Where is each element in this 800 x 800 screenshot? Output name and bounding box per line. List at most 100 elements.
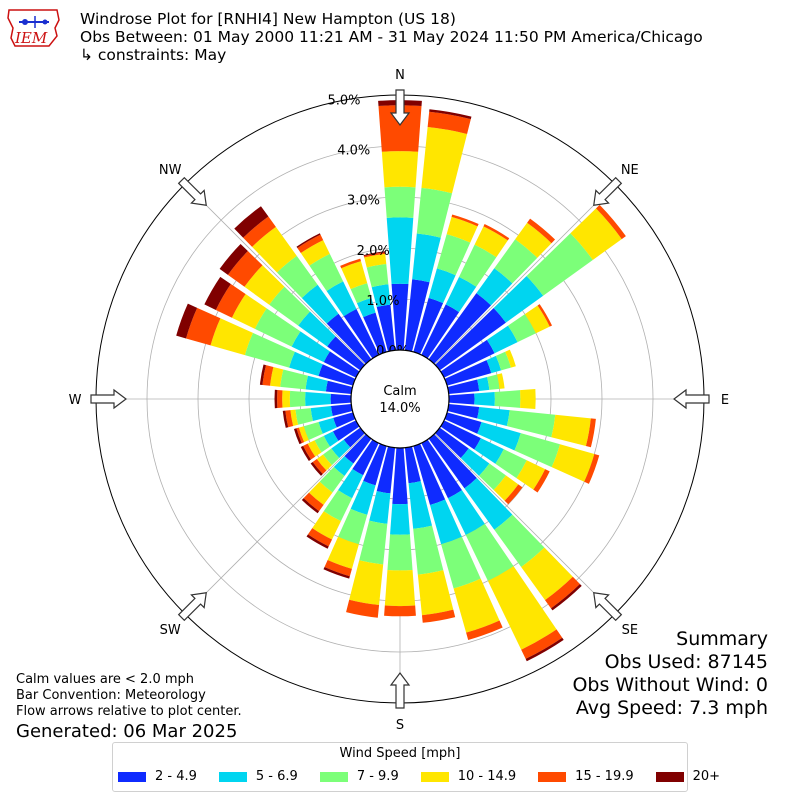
windrose-bar-segment [293, 428, 302, 445]
windrose-bar-segment [428, 293, 492, 364]
legend-swatch [118, 771, 146, 782]
windrose-bar-segment [204, 276, 231, 310]
windrose-bar-segment [344, 434, 372, 464]
windrose-bar-segment [391, 283, 409, 351]
grid-spoke [434, 433, 616, 615]
windrose-bar-segment [215, 284, 246, 318]
legend-label: 15 - 19.9 [575, 769, 634, 784]
windrose-bar-segment [495, 449, 527, 479]
windrose-bar-segment [231, 294, 267, 329]
calm-value: 14.0% [379, 401, 420, 416]
windrose-bar-segment [440, 339, 495, 378]
legend-label: 20+ [692, 769, 721, 784]
windrose-bar-segment [404, 279, 430, 352]
windrose-bar-segment [533, 469, 550, 493]
generated-date: Generated: 06 Mar 2025 [16, 721, 238, 742]
windrose-bar-segment [413, 297, 444, 355]
windrose-bar-segment [303, 443, 316, 460]
windrose-bar-segment [447, 403, 480, 419]
direction-label-ne: NE [621, 163, 639, 178]
windrose-bar-segment [428, 268, 456, 304]
windrose-bar-segment [325, 380, 353, 395]
windrose-bar-segment [459, 244, 497, 287]
summary-title: Summary [676, 628, 768, 650]
direction-label-w: W [69, 393, 82, 408]
radial-tick-label: 1.0% [366, 294, 399, 309]
windrose-bar-segment [270, 366, 284, 387]
title-line-3: ↳ constraints: May [80, 46, 227, 64]
windrose-bar-segment [343, 427, 365, 448]
windrose-bar-segment [585, 418, 596, 448]
windrose-bar-segment [464, 478, 513, 530]
windrose-bar-segment [428, 434, 477, 489]
radial-tick-label: 5.0% [327, 94, 360, 109]
legend-label: 5 - 6.9 [255, 769, 298, 784]
windrose-bar-segment [364, 253, 387, 268]
legend-item: 20+ [655, 769, 721, 784]
legend-swatch [218, 771, 247, 782]
windrose-bar-segment [234, 206, 269, 238]
summary-avg-speed: Avg Speed: 7.3 mph [575, 697, 768, 719]
summary-obs-used: Obs Used: 87145 [604, 651, 768, 673]
windrose-bar-segment [435, 427, 469, 459]
windrose-bar-segment [570, 208, 622, 260]
windrose-bar-segment [314, 435, 330, 453]
windrose-bar-segment [477, 422, 521, 451]
legend-item: 2 - 4.9 [118, 769, 197, 784]
windrose-bar-segment [378, 105, 422, 152]
windrose-bar-segment [324, 559, 352, 577]
windrose-bar-segment [387, 534, 413, 571]
windrose-bar-segment [386, 217, 414, 285]
windrose-bar-segment [310, 461, 323, 476]
grid-spoke [434, 183, 616, 365]
windrose-bar-segment [300, 445, 311, 461]
calm-note: Calm values are < 2.0 mph [16, 672, 195, 687]
windrose-bar-segment [515, 222, 552, 258]
legend-swatch [319, 771, 348, 782]
windrose-bar-segment [331, 439, 351, 459]
windrose-bar-segment [521, 547, 573, 601]
windrose-bar-segment [289, 351, 323, 376]
windrose-bar-segment [243, 216, 276, 247]
windrose-bar-segment [444, 412, 482, 434]
windrose-bar-segment [210, 318, 253, 356]
calm-circle [350, 349, 450, 449]
flow-arrow-icon [177, 592, 207, 622]
windrose-bar-segment [323, 490, 353, 522]
flow-arrow-icon [389, 89, 411, 126]
windrose-bar-segment [430, 499, 462, 545]
windrose-bar-segment [285, 410, 294, 428]
flow-arrow-icon [389, 672, 411, 709]
windrose-bars [176, 100, 626, 662]
radial-tick-label: 2.0% [357, 244, 390, 259]
windrose-bar-segment [319, 467, 345, 493]
windrose-bar-segment [346, 599, 380, 618]
windrose-bar-segment [327, 336, 365, 371]
windrose-bar-segment [486, 355, 502, 374]
windrose-bar-segment [366, 263, 389, 288]
windrose-bar-segment [349, 560, 384, 606]
windrose-bar-segment [262, 365, 274, 386]
windrose-bar-segment [474, 392, 495, 406]
windrose-bar-segment [453, 578, 500, 633]
windrose-bar-segment [323, 431, 339, 447]
windrose-bar-segment [505, 349, 516, 368]
windrose-bar-segment [551, 444, 595, 482]
windrose-bar-segment [524, 305, 550, 334]
windrose-bar-segment [296, 233, 321, 248]
windrose-bar-segment [514, 433, 561, 468]
windrose-bar-segment [429, 109, 472, 120]
windrose-bar-segment [447, 490, 485, 535]
legend-item: 5 - 6.9 [218, 769, 298, 784]
windrose-bar-segment [421, 439, 462, 499]
windrose-bar-segment [301, 498, 320, 514]
legend-item: 15 - 19.9 [538, 769, 634, 784]
windrose-bar-segment [306, 534, 329, 549]
legend: Wind Speed [mph] 2 - 4.9 5 - 6.9 7 - 9.9 10… [112, 742, 720, 792]
windrose-bar-segment [516, 460, 546, 490]
windrose-bar-segment [340, 258, 361, 269]
windrose-bar-segment [282, 390, 291, 408]
windrose-bar-segment [448, 393, 475, 405]
windrose-bar-segment [244, 265, 285, 305]
windrose-bar-segment [487, 374, 500, 390]
